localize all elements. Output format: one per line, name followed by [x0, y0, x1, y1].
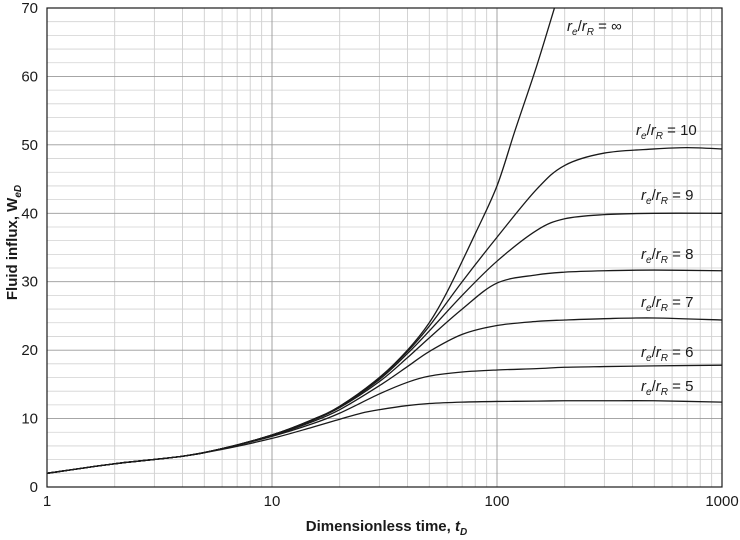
curve-label-part: e	[646, 303, 652, 314]
y-axis-title: Fluid influx, WeD	[4, 185, 24, 300]
curve-label-part: = ∞	[594, 18, 622, 35]
y-tick-label: 60	[21, 68, 38, 85]
y-tick-label: 50	[21, 137, 38, 154]
curve-label-infinite: re/rR = ∞	[567, 18, 622, 38]
curve-label-6: re/rR = 6	[641, 344, 693, 364]
y-tick-label: 30	[21, 274, 38, 291]
curve-label-part: = 8	[668, 246, 693, 263]
curve-8	[47, 269, 722, 474]
y-axis-title-main: Fluid influx,	[4, 212, 21, 300]
curve-label-part: e	[646, 255, 652, 266]
grid-lines	[47, 8, 722, 487]
curve-10	[47, 146, 722, 474]
curve-label-5: re/rR = 5	[641, 378, 693, 398]
curve-label-9: re/rR = 9	[641, 187, 693, 207]
curve-label-part: /	[578, 18, 583, 35]
curve-label-part: R	[661, 255, 668, 266]
curve-9	[47, 212, 722, 474]
curve-label-part: e	[572, 27, 578, 38]
curve-label-part: r	[641, 187, 647, 204]
curve-label-part: /	[652, 378, 657, 395]
curve-label-part: r	[641, 246, 647, 263]
curve-label-part: e	[641, 131, 647, 142]
curve-label-part: /	[652, 246, 657, 263]
y-tick-label: 20	[21, 342, 38, 359]
curve-label-part: = 6	[668, 344, 693, 361]
x-tick-label: 100	[484, 493, 509, 510]
curve-label-part: r	[636, 122, 642, 139]
curve-label-part: R	[661, 353, 668, 364]
curve-label-part: r	[656, 294, 662, 311]
x-axis-title-sub: D	[460, 527, 467, 538]
curve-label-part: /	[647, 122, 652, 139]
curve-label-part: = 9	[668, 187, 693, 204]
y-axis-title-var: W	[4, 197, 21, 212]
curve-label-part: /	[652, 294, 657, 311]
curve-label-part: = 5	[668, 378, 693, 395]
curve-label-part: R	[661, 303, 668, 314]
curve-label-part: R	[656, 131, 663, 142]
curve-label-part: r	[656, 378, 662, 395]
curve-label-part: r	[641, 378, 647, 395]
curve-label-part: R	[661, 387, 668, 398]
curve-label-part: = 10	[663, 122, 697, 139]
curve-label-part: = 7	[668, 294, 693, 311]
curve-label-part: r	[656, 187, 662, 204]
x-tick-label: 1000	[705, 493, 738, 510]
curve-label-part: r	[567, 18, 573, 35]
curve-label-part: R	[661, 196, 668, 207]
curve-label-part: r	[656, 344, 662, 361]
curve-label-10: re/rR = 10	[636, 122, 697, 142]
y-tick-label: 40	[21, 205, 38, 222]
curve-label-8: re/rR = 8	[641, 246, 693, 266]
curve-label-part: /	[652, 187, 657, 204]
x-tick-label: 10	[264, 493, 281, 510]
x-axis-title: Dimensionless time, tD	[306, 518, 467, 538]
x-tick-label: 1	[43, 493, 51, 510]
curve-label-part: /	[652, 344, 657, 361]
y-tick-label: 10	[21, 411, 38, 428]
curve-label-part: r	[641, 344, 647, 361]
curve-label-part: R	[587, 27, 594, 38]
curve-label-part: r	[641, 294, 647, 311]
curve-7	[47, 317, 722, 474]
curve-label-part: r	[582, 18, 588, 35]
y-axis-title-sub: eD	[13, 185, 24, 198]
curve-label-part: e	[646, 353, 652, 364]
curve-label-7: re/rR = 7	[641, 294, 693, 314]
curve-label-part: r	[656, 246, 662, 263]
curve-label-part: e	[646, 387, 652, 398]
curve-label-part: e	[646, 196, 652, 207]
curve-5	[47, 400, 722, 474]
y-tick-label: 70	[21, 0, 38, 17]
tick-labels: 1 10 100 1000 0 10 20 30 40 50 60 70	[21, 0, 738, 510]
x-axis-title-var: t	[455, 518, 461, 535]
curves	[47, 8, 722, 474]
y-tick-label: 0	[30, 479, 38, 496]
plot-frame	[46, 7, 723, 488]
x-axis-title-main: Dimensionless time,	[306, 518, 455, 535]
curve-6	[47, 364, 722, 474]
curve-label-part: r	[651, 122, 657, 139]
